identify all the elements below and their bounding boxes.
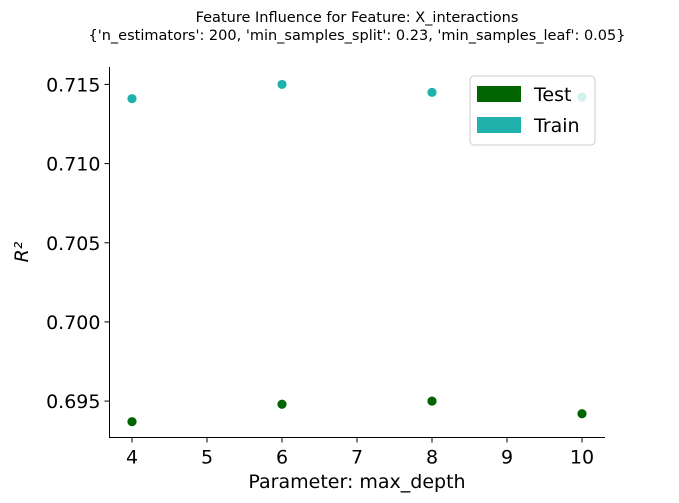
x-tick-label: 10 bbox=[570, 447, 594, 469]
legend-label-test: Test bbox=[533, 84, 571, 106]
x-tick-label: 6 bbox=[276, 447, 288, 469]
point-train bbox=[277, 79, 287, 90]
x-axis-ticks: 4 5 6 7 8 9 10 bbox=[126, 437, 594, 469]
y-axis-ticks: 0.695 0.700 0.705 0.710 0.715 bbox=[46, 74, 110, 413]
x-tick-label: 4 bbox=[126, 447, 138, 469]
legend-swatch-train bbox=[477, 117, 521, 133]
legend-swatch-test bbox=[477, 86, 521, 102]
y-tick-label: 0.695 bbox=[46, 391, 100, 413]
point-train bbox=[127, 94, 137, 104]
point-test bbox=[427, 396, 437, 406]
chart-subtitle: {'n_estimators': 200, 'min_samples_split… bbox=[89, 28, 626, 44]
chart-title: Feature Influence for Feature: X_interac… bbox=[196, 10, 519, 26]
x-axis-label: Parameter: max_depth bbox=[248, 471, 465, 493]
y-tick-label: 0.700 bbox=[46, 312, 100, 334]
x-tick-label: 5 bbox=[201, 447, 213, 469]
x-tick-label: 9 bbox=[501, 447, 513, 469]
legend: Test Train bbox=[469, 75, 596, 146]
y-tick-label: 0.705 bbox=[46, 233, 100, 255]
point-test bbox=[277, 399, 287, 409]
x-tick-label: 7 bbox=[351, 447, 363, 469]
legend-label-train: Train bbox=[533, 115, 580, 137]
y-tick-label: 0.715 bbox=[46, 74, 100, 96]
point-test bbox=[577, 409, 587, 419]
point-train bbox=[427, 87, 437, 97]
y-tick-label: 0.710 bbox=[46, 154, 100, 176]
x-tick-label: 8 bbox=[426, 447, 438, 469]
point-test bbox=[127, 417, 137, 427]
y-axis-label: R² bbox=[11, 241, 33, 262]
